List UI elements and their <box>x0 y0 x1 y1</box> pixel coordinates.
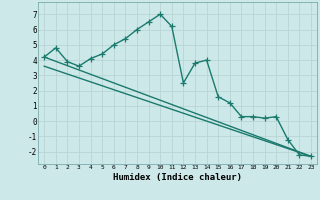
X-axis label: Humidex (Indice chaleur): Humidex (Indice chaleur) <box>113 173 242 182</box>
